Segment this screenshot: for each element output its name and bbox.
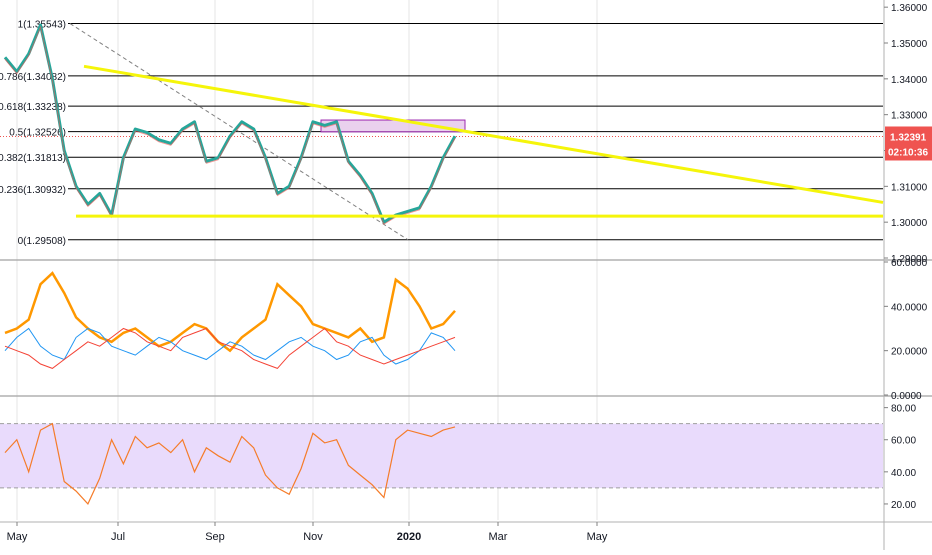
price-axis[interactable]: 1.360001.350001.340001.330001.320001.310… (884, 3, 932, 511)
current-price-tag[interactable] (885, 126, 932, 161)
price-axis-label: 1.34000 (891, 75, 928, 86)
rsi-axis-label: 80.00 (891, 404, 916, 415)
rsi-line (4, 422, 456, 505)
time-axis[interactable]: May Jul Sep Nov 2020 Mar May (0, 521, 932, 543)
dmi-axis-label: 0.0000 (891, 391, 922, 402)
dmi-axis-label: 60.0000 (891, 258, 928, 269)
time-axis-label: Nov (303, 531, 323, 543)
fib-level-label: 0.5(1.32526) (9, 128, 66, 139)
fib-level-label: 0.236(1.30932) (0, 185, 66, 196)
price-panel[interactable]: 1(1.35543)0.786(1.34082)0.618(1.33238)0.… (0, 20, 884, 247)
price-axis-label: 1.36000 (891, 3, 928, 14)
time-axis-label: Sep (205, 531, 225, 543)
dmi-axis-label: 40.0000 (891, 302, 928, 313)
price-axis-label: 1.29000 (891, 254, 928, 265)
fib-level-label: 0.382(1.31813) (0, 153, 66, 164)
rsi-band (0, 423, 883, 488)
rsi-panel[interactable] (0, 422, 883, 505)
time-axis-label: Jul (111, 531, 125, 543)
current-price-label: 1.32391 (890, 132, 927, 143)
time-axis-label: May (7, 531, 28, 543)
adx-line (4, 271, 456, 353)
fib-level-label: 0.786(1.34082) (0, 72, 66, 83)
fib-trend-line (69, 23, 409, 241)
dmi-panel[interactable] (4, 271, 456, 369)
time-axis-label: 2020 (397, 531, 421, 543)
price-axis-label: 1.31000 (891, 182, 928, 193)
price-axis-label: 1.33000 (891, 111, 928, 122)
price-axis-label: 1.35000 (891, 39, 928, 50)
dmi-minus-line (4, 327, 456, 369)
time-axis-label: Mar (489, 531, 508, 543)
time-axis-label: May (587, 531, 608, 543)
descending-trendline[interactable] (83, 64, 884, 204)
price-series-line (3, 23, 457, 224)
fib-level-label: 0(1.29508) (18, 236, 66, 247)
price-axis-label: 1.30000 (891, 218, 928, 229)
rsi-axis-label: 60.00 (891, 436, 916, 447)
rsi-axis-label: 20.00 (891, 500, 916, 511)
rsi-axis-label: 40.00 (891, 468, 916, 479)
dmi-plus-line (4, 327, 456, 365)
resistance-zone[interactable] (320, 119, 466, 133)
dmi-axis-label: 20.0000 (891, 347, 928, 358)
fib-level-label: 0.618(1.33238) (0, 102, 66, 113)
countdown-label: 02:10:36 (888, 147, 928, 158)
